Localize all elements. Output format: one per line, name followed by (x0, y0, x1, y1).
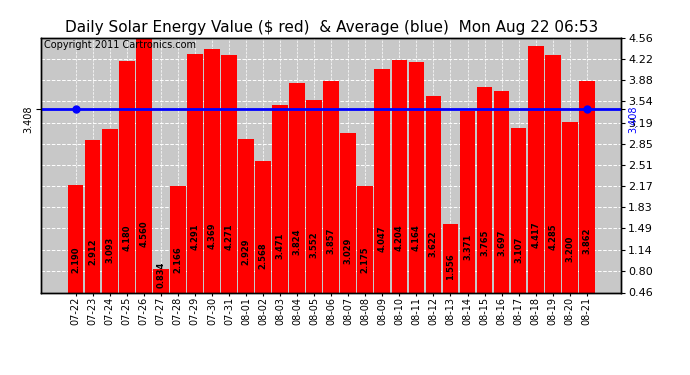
Bar (579, 81, 595, 292)
Text: 3.824: 3.824 (293, 228, 302, 255)
Bar (119, 61, 135, 292)
Text: 3.552: 3.552 (310, 231, 319, 258)
Text: 4.291: 4.291 (190, 223, 199, 250)
Bar (289, 83, 305, 292)
Text: 3.200: 3.200 (565, 236, 574, 262)
Bar (375, 69, 390, 292)
Text: 3.107: 3.107 (514, 237, 523, 263)
Bar (426, 96, 442, 292)
Text: 4.560: 4.560 (139, 220, 148, 247)
Bar (477, 87, 493, 292)
Text: 3.471: 3.471 (275, 232, 284, 259)
Bar (85, 140, 101, 292)
Bar (511, 128, 526, 292)
Bar (324, 81, 339, 292)
Text: 3.622: 3.622 (429, 231, 438, 257)
Bar (136, 38, 152, 292)
Text: 3.857: 3.857 (326, 228, 336, 255)
Text: 2.912: 2.912 (88, 238, 97, 265)
Bar (221, 56, 237, 292)
Bar (102, 129, 117, 292)
Text: 3.093: 3.093 (105, 237, 114, 263)
Bar (255, 161, 271, 292)
Bar (562, 122, 578, 292)
Text: 4.285: 4.285 (549, 223, 558, 250)
Text: 4.417: 4.417 (531, 222, 540, 248)
Text: 2.175: 2.175 (361, 247, 370, 273)
Bar (545, 55, 560, 292)
Bar (340, 133, 356, 292)
Text: 4.271: 4.271 (224, 223, 233, 250)
Text: 4.204: 4.204 (395, 224, 404, 251)
Text: 4.369: 4.369 (208, 222, 217, 249)
Bar (153, 269, 168, 292)
Bar (528, 46, 544, 292)
Bar (494, 91, 509, 292)
Bar (391, 60, 407, 292)
Bar (443, 224, 458, 292)
Text: 3.029: 3.029 (344, 237, 353, 264)
Bar (187, 54, 203, 292)
Text: 3.862: 3.862 (582, 228, 591, 254)
Text: 3.697: 3.697 (497, 230, 506, 256)
Text: 3.371: 3.371 (463, 234, 472, 260)
Text: 1.556: 1.556 (446, 254, 455, 280)
Text: 4.047: 4.047 (378, 226, 387, 252)
Text: 0.834: 0.834 (157, 262, 166, 288)
Bar (170, 186, 186, 292)
Bar (357, 186, 373, 292)
Text: 3.765: 3.765 (480, 229, 489, 255)
Text: Copyright 2011 Cartronics.com: Copyright 2011 Cartronics.com (44, 40, 196, 50)
Bar (273, 105, 288, 292)
Bar (408, 62, 424, 292)
Text: 2.166: 2.166 (173, 247, 182, 273)
Bar (238, 139, 254, 292)
Bar (306, 100, 322, 292)
Text: 4.180: 4.180 (122, 224, 131, 251)
Text: 2.190: 2.190 (71, 247, 80, 273)
Text: 2.929: 2.929 (241, 238, 250, 265)
Bar (460, 111, 475, 292)
Title: Daily Solar Energy Value ($ red)  & Average (blue)  Mon Aug 22 06:53: Daily Solar Energy Value ($ red) & Avera… (65, 20, 598, 35)
Bar (68, 185, 83, 292)
Text: 4.164: 4.164 (412, 224, 421, 251)
Bar (204, 50, 219, 292)
Text: 2.568: 2.568 (259, 242, 268, 269)
